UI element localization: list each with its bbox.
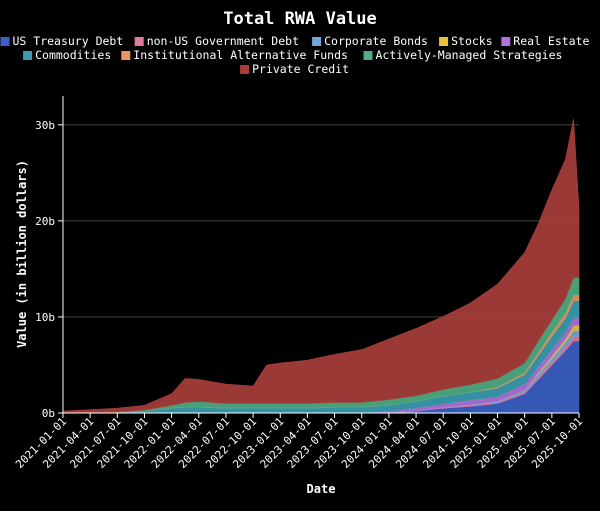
legend-label: Corporate Bonds: [324, 34, 428, 48]
legend-label: Real Estate: [513, 34, 589, 48]
legend-swatch: [134, 37, 144, 46]
legend-swatch: [501, 37, 511, 46]
y-tick-label: 0b: [42, 407, 55, 420]
legend-swatch: [439, 37, 449, 46]
legend-swatch: [0, 37, 10, 46]
legend-label: Commodities: [35, 48, 111, 62]
y-tick-label: 30b: [35, 119, 55, 132]
y-ticks: 0b 10b 20b 30b: [35, 119, 63, 420]
legend-label: Private Credit: [252, 62, 349, 76]
legend-swatch: [23, 51, 33, 60]
legend-label: Institutional Alternative Funds: [133, 48, 348, 62]
legend-swatch: [363, 51, 373, 60]
axes: [62, 96, 579, 414]
area-series: [62, 118, 580, 414]
legend-swatch: [312, 37, 322, 46]
legend-label: Stocks: [451, 34, 493, 48]
x-axis-label: Date: [307, 482, 336, 496]
y-axis-label: Value (in billion dollars): [15, 160, 29, 348]
area-private-credit: [62, 118, 580, 414]
y-tick-label: 20b: [35, 215, 55, 228]
legend-label: non-US Government Debt: [147, 34, 299, 48]
legend-swatch: [121, 51, 131, 60]
legend-label: Actively-Managed Strategies: [376, 48, 563, 62]
legend: US Treasury Debt non-US Government Debt Co…: [0, 34, 590, 76]
legend-label: US Treasury Debt: [13, 34, 124, 48]
y-tick-label: 10b: [35, 311, 55, 324]
chart-title: Total RWA Value: [223, 9, 377, 29]
legend-swatch: [240, 65, 250, 74]
x-ticks: 2021-01-012021-04-012021-07-012021-10-01…: [13, 413, 585, 471]
